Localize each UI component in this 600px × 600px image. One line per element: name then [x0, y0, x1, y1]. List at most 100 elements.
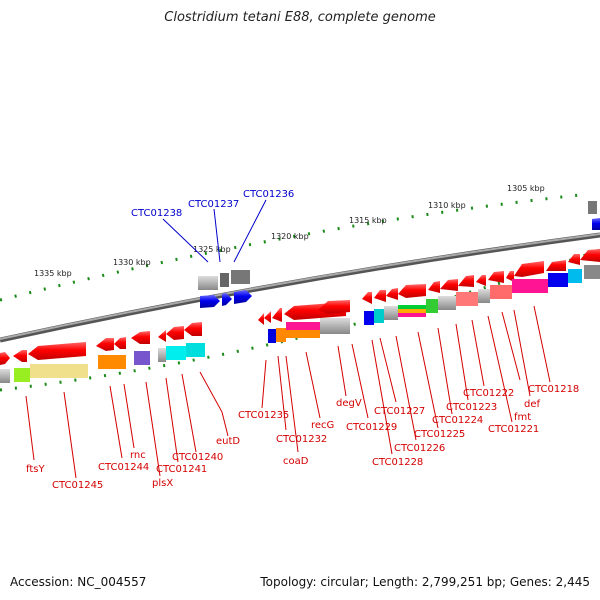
gene-block[interactable]	[364, 311, 374, 325]
gene-label-CTC01226[interactable]: CTC01226	[394, 443, 445, 454]
gene-label-CTC01218[interactable]: CTC01218	[528, 384, 579, 395]
gene-arrow[interactable]	[398, 284, 426, 298]
gene-arrow[interactable]	[222, 293, 232, 306]
gene-label-fmt[interactable]: fmt	[514, 412, 531, 423]
gene-block[interactable]	[320, 318, 350, 334]
gene-arrow[interactable]	[546, 260, 566, 271]
gene-label-CTC01245[interactable]: CTC01245	[52, 480, 103, 491]
gene-label-CTC01244[interactable]: CTC01244	[98, 462, 149, 473]
gene-block[interactable]	[584, 265, 600, 279]
gene-block[interactable]	[286, 330, 320, 338]
gene-arrow[interactable]	[386, 288, 398, 300]
gene-arrow[interactable]	[96, 338, 114, 351]
gene-block[interactable]	[186, 343, 205, 357]
gene-arrow[interactable]	[362, 292, 372, 304]
gene-block[interactable]	[384, 306, 398, 320]
gene-label-CTC01229[interactable]: CTC01229	[346, 422, 397, 433]
gene-block[interactable]	[14, 368, 30, 382]
gene-block[interactable]	[456, 292, 478, 306]
gene-label-plsX[interactable]: plsX	[152, 478, 173, 489]
gene-label-CTC01224[interactable]: CTC01224	[432, 415, 483, 426]
gene-block[interactable]	[490, 285, 512, 299]
gene-arrow[interactable]	[131, 331, 150, 344]
gene-block[interactable]	[568, 269, 582, 283]
gene-block[interactable]	[231, 270, 250, 284]
gene-arrow[interactable]	[264, 311, 271, 323]
gene-block[interactable]	[98, 355, 126, 369]
gene-block[interactable]	[548, 273, 568, 287]
gene-block[interactable]	[512, 279, 548, 293]
gene-label-recG[interactable]: recG	[311, 420, 334, 431]
gene-arrow[interactable]	[184, 322, 202, 336]
gene-label-eutD[interactable]: eutD	[216, 436, 240, 447]
gene-arrow[interactable]	[28, 342, 86, 360]
gene-arrow[interactable]	[488, 271, 504, 283]
gene-arrow[interactable]	[514, 261, 544, 277]
gene-label-CTC01236[interactable]: CTC01236	[243, 189, 294, 200]
gene-label-CTC01222[interactable]: CTC01222	[463, 388, 514, 399]
gene-arrow[interactable]	[166, 326, 184, 340]
gene-label-CTC01235[interactable]: CTC01235	[238, 410, 289, 421]
gene-block[interactable]	[198, 276, 218, 290]
gene-label-CTC01238[interactable]: CTC01238	[131, 208, 182, 219]
gene-label-def[interactable]: def	[524, 399, 541, 410]
gene-label-coaD[interactable]: coaD	[283, 456, 309, 467]
gene-block[interactable]	[158, 348, 166, 362]
gene-block[interactable]	[398, 309, 426, 313]
leader-lines	[25, 305, 551, 479]
gene-arrow[interactable]	[440, 279, 458, 291]
gene-arrow[interactable]	[476, 275, 486, 286]
gene-label-ftsY[interactable]: ftsY	[26, 464, 45, 475]
gene-arrow[interactable]	[200, 295, 220, 308]
gene-label-CTC01228[interactable]: CTC01228	[372, 457, 423, 468]
gene-arrow[interactable]	[458, 275, 474, 287]
gene-label-CTC01223[interactable]: CTC01223	[446, 402, 497, 413]
gene-arrow[interactable]	[428, 281, 440, 293]
gene-block[interactable]	[588, 201, 597, 214]
gene-arrow[interactable]	[258, 313, 264, 325]
gene-label-CTC01232[interactable]: CTC01232	[276, 434, 327, 445]
gene-arrow[interactable]	[580, 249, 600, 262]
gene-block[interactable]	[398, 305, 426, 309]
gene-block[interactable]	[398, 313, 426, 317]
gene-block[interactable]	[30, 364, 88, 378]
genome-title: Clostridium tetani E88, complete genome	[164, 10, 436, 25]
gene-block[interactable]	[220, 273, 229, 287]
gene-arrow[interactable]	[568, 254, 580, 265]
gene-arrow[interactable]	[234, 290, 252, 304]
gene-label-degV[interactable]: degV	[336, 398, 362, 409]
gene-arrow[interactable]	[318, 300, 350, 314]
left-gene-track	[0, 322, 205, 383]
gene-block[interactable]	[276, 328, 286, 342]
gene-block[interactable]	[166, 346, 186, 360]
gene-label-CTC01221[interactable]: CTC01221	[488, 424, 539, 435]
gene-block[interactable]	[426, 299, 438, 313]
upper-gene-group	[198, 201, 600, 308]
kbp-label: 1320 kbp	[271, 232, 309, 241]
gene-block[interactable]	[286, 322, 320, 330]
gene-block[interactable]	[374, 309, 384, 323]
gene-arrow[interactable]	[158, 330, 166, 342]
gene-label-CTC01241[interactable]: CTC01241	[156, 464, 207, 475]
gene-block[interactable]	[438, 296, 456, 310]
gene-label-CTC01237[interactable]: CTC01237	[188, 199, 239, 210]
gene-arrow[interactable]	[13, 350, 27, 362]
outer-tick-track	[0, 193, 581, 302]
gene-arrow[interactable]	[374, 290, 386, 302]
gene-arrow[interactable]	[0, 352, 10, 365]
gene-label-CTC01240[interactable]: CTC01240	[172, 452, 223, 463]
gene-arrow[interactable]	[272, 308, 282, 322]
gene-label-CTC01227[interactable]: CTC01227	[374, 406, 425, 417]
gene-block[interactable]	[0, 369, 10, 383]
gene-block[interactable]	[478, 289, 490, 303]
kbp-label: 1335 kbp	[34, 269, 72, 278]
kbp-label: 1315 kbp	[349, 216, 387, 225]
gene-block[interactable]	[134, 351, 150, 365]
kbp-label: 1310 kbp	[428, 201, 466, 210]
gene-arrow[interactable]	[592, 218, 600, 230]
kbp-label: 1325 kbp	[193, 245, 231, 254]
gene-label-CTC01225[interactable]: CTC01225	[414, 429, 465, 440]
gene-label-rnc[interactable]: rnc	[130, 450, 146, 461]
gene-arrow[interactable]	[114, 337, 126, 349]
gene-block[interactable]	[268, 329, 276, 343]
